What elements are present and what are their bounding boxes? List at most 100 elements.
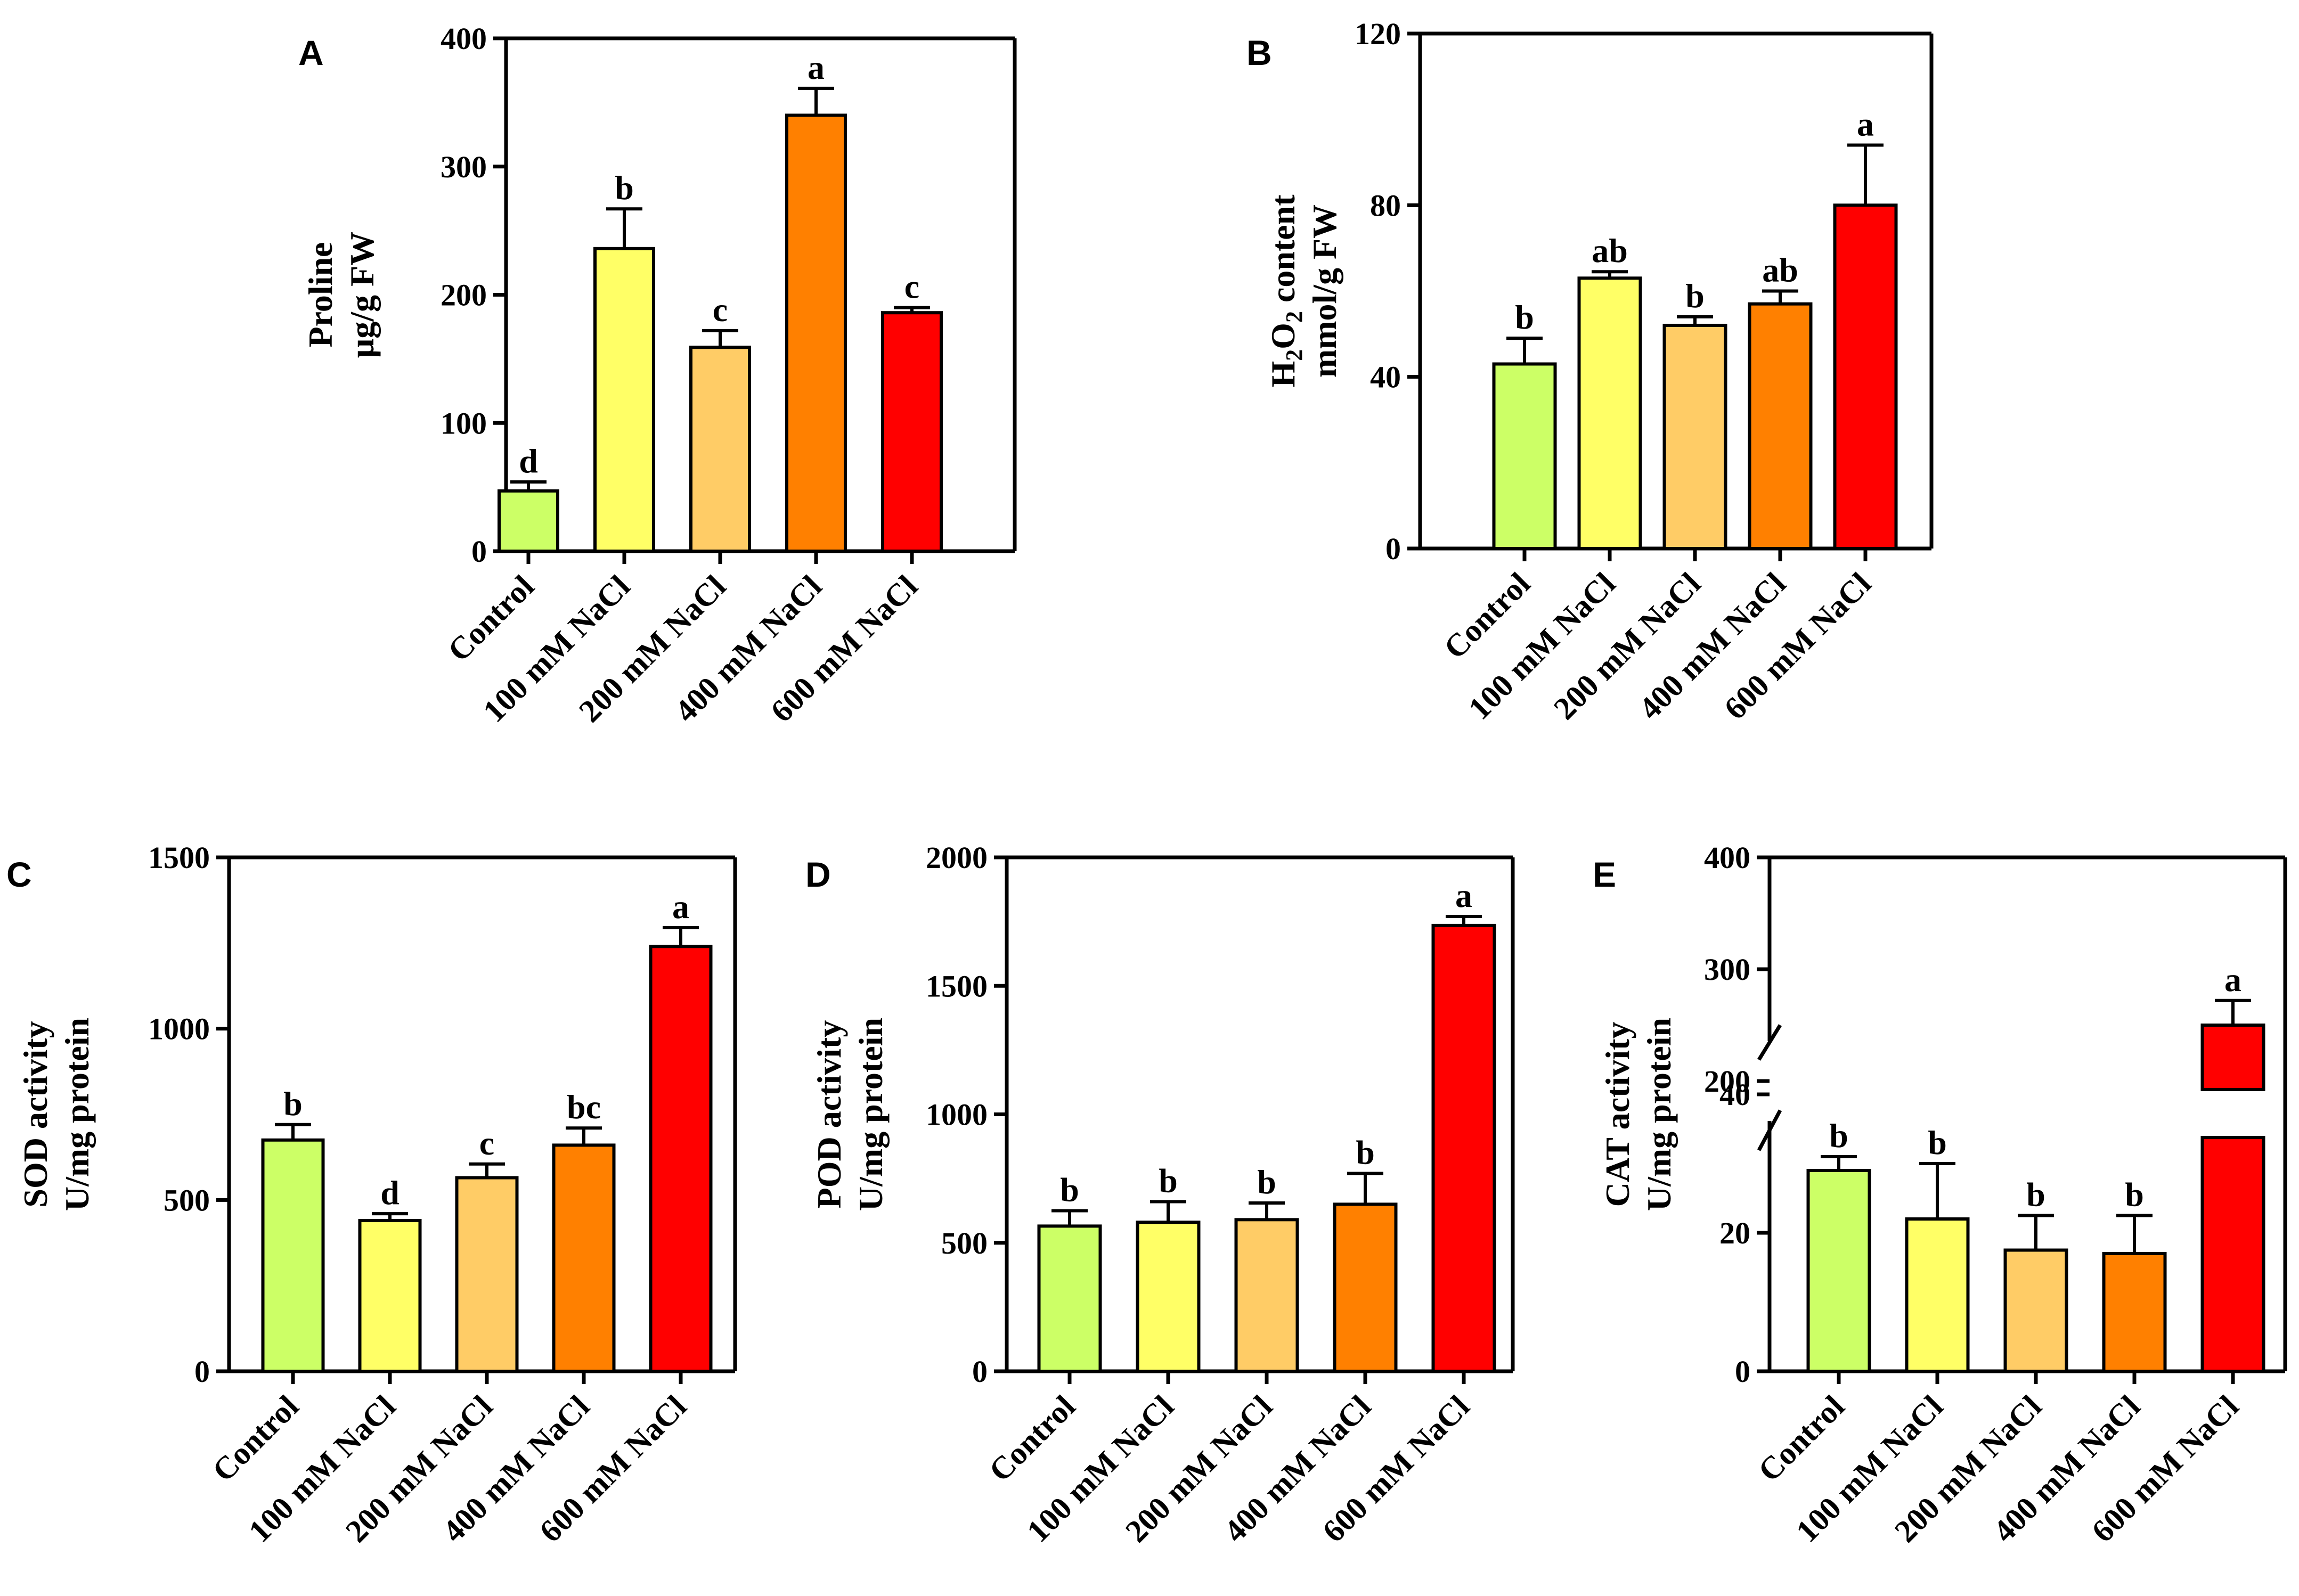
y-tick-label-c-0: 0 xyxy=(194,1354,210,1389)
sig-label-d-100mm: b xyxy=(1159,1162,1178,1200)
sig-label-d-control: b xyxy=(1060,1171,1079,1208)
sig-label-c-400mm: bc xyxy=(567,1088,601,1126)
y-tick-label-a-4: 400 xyxy=(441,21,487,56)
bar-b-100mm xyxy=(1577,276,1642,550)
bar-e-600mm-upper xyxy=(2200,1024,2265,1091)
y-tick-label-d-1: 500 xyxy=(941,1226,988,1261)
panel-label-b: B xyxy=(1246,33,1272,72)
sig-label-e-control: b xyxy=(1829,1117,1848,1155)
y-tick-label-d-2: 1000 xyxy=(926,1098,988,1132)
y-tick-label-a-2: 200 xyxy=(441,278,487,313)
bar-c-control xyxy=(261,1138,325,1373)
sig-label-b-control: b xyxy=(1515,298,1534,336)
bar-c-200mm xyxy=(455,1176,519,1373)
y-axis-title-line-c-1: U/mg protein xyxy=(58,1018,96,1211)
bar-a-100mm xyxy=(593,247,655,553)
y-tick-label-b-2: 80 xyxy=(1370,188,1401,223)
sig-label-b-400mm: ab xyxy=(1762,251,1798,289)
plot-frame-e xyxy=(1757,855,2287,1373)
panel-label-a: A xyxy=(298,33,324,72)
y-axis-title-line-b-1: mmol/g FW xyxy=(1306,204,1343,378)
sig-label-a-control: d xyxy=(519,442,538,480)
sig-label-a-400mm: a xyxy=(808,48,825,86)
bar-e-200mm xyxy=(2003,1248,2068,1373)
y-tick-label-e-5: 400 xyxy=(1704,840,1750,875)
sig-label-c-200mm: c xyxy=(479,1124,494,1162)
bar-e-600mm xyxy=(2200,1136,2265,1373)
x-tick-label-a-control: Control xyxy=(441,569,541,668)
y-tick-label-e-0: 0 xyxy=(1735,1354,1750,1389)
sig-label-a-100mm: b xyxy=(615,169,634,207)
y-axis-title-line-e-0: CAT activity xyxy=(1599,1022,1636,1207)
sig-label-e-400mm: b xyxy=(2125,1176,2144,1214)
x-tick-label-c-control: Control xyxy=(206,1389,305,1488)
y-axis-title-line-c-0: SOD activity xyxy=(17,1021,54,1207)
bar-b-600mm xyxy=(1833,203,1898,551)
sig-label-c-control: b xyxy=(283,1085,303,1123)
bar-d-200mm xyxy=(1234,1218,1299,1373)
sig-label-c-600mm: a xyxy=(672,888,689,926)
x-tick-label-e-control: Control xyxy=(1751,1389,1851,1488)
bar-e-400mm xyxy=(2102,1252,2167,1373)
axis-break-mark xyxy=(1757,1109,1782,1151)
bar-d-600mm xyxy=(1431,923,1496,1373)
y-tick-label-c-1: 500 xyxy=(164,1183,210,1217)
sig-label-a-600mm: c xyxy=(904,268,919,306)
sig-label-e-200mm: b xyxy=(2026,1176,2045,1214)
y-tick-label-a-3: 300 xyxy=(441,150,487,184)
y-tick-label-d-0: 0 xyxy=(972,1354,988,1389)
y-axis-title-line-e-1: U/mg protein xyxy=(1640,1018,1678,1211)
y-axis-title-line-a-0: Proline xyxy=(301,242,339,348)
y-axis-title-a: Proline μg/g FW xyxy=(301,232,381,358)
bar-a-600mm xyxy=(881,311,943,553)
y-axis-title-b: H2O2 content mmol/g FW xyxy=(1264,194,1343,388)
bar-a-400mm xyxy=(785,113,847,553)
x-tick-label-b-200mm: 200 mM NaCl xyxy=(1547,566,1707,726)
panel-label-c: C xyxy=(6,855,32,894)
sig-label-d-400mm: b xyxy=(1356,1133,1375,1171)
y-tick-label-e-3: 200 xyxy=(1704,1064,1750,1099)
axis-break-mark xyxy=(1757,1024,1782,1061)
y-axis-title-line-a-1: μg/g FW xyxy=(343,232,381,358)
bar-e-control xyxy=(1806,1169,1871,1373)
x-tick-label-b-600mm: 600 mM NaCl xyxy=(1717,566,1878,726)
bar-e-100mm xyxy=(1905,1217,1970,1373)
bar-b-200mm xyxy=(1662,323,1727,550)
bar-c-100mm xyxy=(358,1218,422,1373)
y-tick-label-d-4: 2000 xyxy=(926,840,988,875)
bar-d-400mm xyxy=(1333,1202,1398,1373)
y-tick-label-c-3: 1500 xyxy=(148,840,210,875)
x-tick-label-b-100mm: 100 mM NaCl xyxy=(1462,566,1622,726)
x-tick-label-d-control: Control xyxy=(982,1389,1082,1488)
bar-d-100mm xyxy=(1136,1221,1201,1373)
sig-label-e-600mm: a xyxy=(2224,961,2241,998)
y-axis-title-line-d-0: POD activity xyxy=(810,1020,848,1209)
bar-b-control xyxy=(1492,362,1557,550)
sig-label-b-200mm: b xyxy=(1685,277,1705,315)
y-tick-label-b-1: 40 xyxy=(1370,360,1401,395)
bar-c-400mm xyxy=(552,1143,616,1373)
y-tick-label-e-1: 20 xyxy=(1719,1216,1750,1250)
y-axis-title-d: POD activity U/mg protein xyxy=(810,1018,890,1211)
bar-c-600mm xyxy=(649,945,713,1373)
y-tick-label-c-2: 1000 xyxy=(148,1012,210,1046)
y-axis-title-line-d-1: U/mg protein xyxy=(852,1018,890,1211)
bar-d-control xyxy=(1037,1224,1102,1373)
bar-a-control xyxy=(498,489,559,553)
chart-panel-d: D 0 500 1000 1500 2000 POD activity U/mg protei… xyxy=(805,840,1515,1549)
sig-label-b-100mm: ab xyxy=(1592,232,1628,269)
y-tick-label-a-0: 0 xyxy=(471,534,487,569)
sig-label-b-600mm: a xyxy=(1857,105,1874,143)
x-tick-label-b-400mm: 400 mM NaCl xyxy=(1632,566,1792,726)
y-tick-label-b-3: 120 xyxy=(1355,17,1401,51)
panel-label-e: E xyxy=(1593,855,1616,894)
y-tick-label-b-0: 0 xyxy=(1385,531,1401,566)
sig-label-e-100mm: b xyxy=(1928,1124,1947,1161)
y-axis-title-e: CAT activity U/mg protein xyxy=(1599,1018,1678,1211)
bar-b-400mm xyxy=(1748,302,1813,550)
y-axis-title-line-b-0: H2O2 content xyxy=(1264,194,1307,388)
